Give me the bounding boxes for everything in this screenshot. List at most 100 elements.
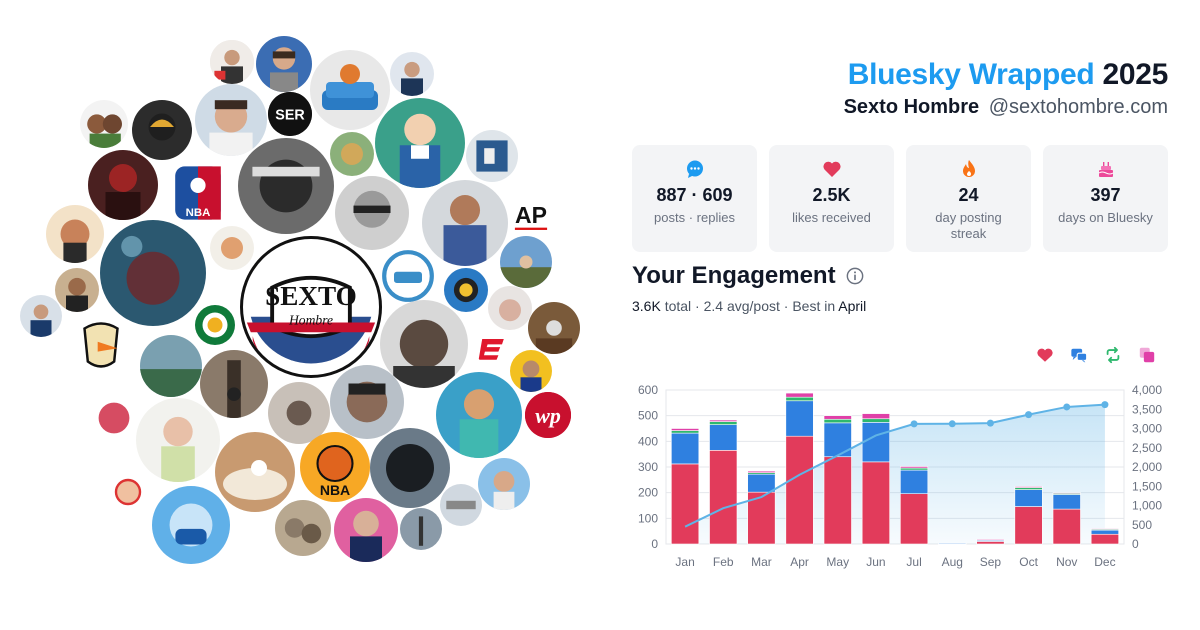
brand-label: NBA [186,207,211,219]
avatar[interactable] [190,300,240,350]
avatar[interactable] [422,180,508,266]
bar-replies [709,424,738,451]
engagement-best-month: April [838,298,867,314]
cumulative-line [684,403,1105,528]
avatar[interactable]: NBA [160,155,236,231]
avatar[interactable] [195,84,267,156]
y-tick-label: 500 [638,409,658,423]
avatar[interactable] [380,300,468,388]
avatar[interactable] [478,458,530,510]
avatar[interactable] [104,468,152,516]
avatar[interactable] [528,302,580,354]
avatar[interactable] [436,372,522,458]
stat-card-likes: 2.5K likes received [769,145,894,252]
bar-reposts [785,396,814,402]
avatar[interactable] [334,498,398,562]
bar-quotes [861,413,890,420]
engagement-summary: 3.6K total · 2.4 avg/post · Best in Apri… [632,298,866,314]
x-tick-label: Aug [942,555,963,569]
bar-quotes [1014,486,1043,488]
chart-legend [1036,346,1156,364]
avatar[interactable] [210,226,254,270]
y2-tick-label: 1,500 [1132,479,1162,493]
avatar[interactable]: NBA [300,432,370,502]
brand-label: wp [535,404,561,428]
avatar[interactable]: AP [508,192,554,238]
bar-quotes [1090,528,1119,530]
bar-replies [1090,529,1119,535]
y2-tick-label: 4,000 [1132,383,1162,397]
likes-toggle-heart-icon[interactable] [1036,346,1054,364]
stat-value: 397 [1090,185,1121,205]
avatar[interactable] [210,40,254,84]
avatar[interactable] [466,130,518,182]
bar-quotes [785,392,814,398]
avatar[interactable] [330,132,374,176]
x-tick-label: Feb [713,555,734,569]
avatar[interactable] [275,500,331,556]
avatar[interactable]: wp [525,392,571,438]
x-tick-label: Jan [675,555,694,569]
avatar[interactable] [46,205,104,263]
avatar[interactable] [370,428,450,508]
y-tick-label: 300 [638,460,658,474]
center-logo[interactable]: SEXTO Hombre [240,236,382,378]
avatar[interactable] [215,432,295,512]
replies-toggle-chat-icon[interactable] [1070,346,1088,364]
avatar[interactable] [400,508,442,550]
avatar[interactable] [475,330,511,366]
y2-tick-label: 500 [1132,518,1152,532]
avatar[interactable] [88,150,158,220]
avatar[interactable] [375,98,465,188]
title-year: 2025 [1102,58,1168,91]
user-handle[interactable]: @sextohombre.com [988,96,1168,118]
avatar[interactable] [330,365,404,439]
avatar[interactable] [310,50,390,130]
bar-quotes [976,539,1005,541]
y2-tick-label: 3,000 [1132,422,1162,436]
avatar[interactable] [132,100,192,160]
bar-replies [747,473,776,493]
header: Bluesky Wrapped 2025 Sexto Hombre @sexto… [844,58,1169,119]
bar-replies [1052,494,1081,510]
bar-reposts [861,418,890,423]
cumulative-point [948,420,956,428]
avatar[interactable]: SER [268,92,312,136]
avatar[interactable] [380,248,436,304]
avatar[interactable] [68,312,134,378]
avatar[interactable] [152,486,230,564]
engagement-avg: 2.4 avg/post [703,298,780,314]
x-tick-label: May [826,555,849,569]
avatar[interactable] [200,350,268,418]
avatar[interactable] [55,268,99,312]
user-line: Sexto Hombre @sextohombre.com [844,96,1168,119]
avatar[interactable] [500,236,552,288]
avatar[interactable] [256,36,312,92]
y-tick-label: 400 [638,434,658,448]
avatar[interactable] [440,484,482,526]
avatar[interactable] [488,286,532,330]
quotes-toggle-copy-icon[interactable] [1138,346,1156,364]
avatar[interactable] [510,350,552,392]
avatar[interactable] [390,52,434,96]
bar-likes [1014,506,1043,545]
center-logo-bottom-text: Hombre [288,312,333,327]
reposts-toggle-repost-icon[interactable] [1104,346,1122,364]
info-icon[interactable] [846,267,864,285]
avatar[interactable] [20,295,62,337]
y-tick-label: 0 [651,537,658,551]
avatar[interactable] [100,220,206,326]
brand-label: SER [275,108,305,124]
avatar[interactable] [92,396,136,440]
avatar[interactable] [140,335,202,397]
bar-replies [938,542,967,545]
bar-likes [823,456,852,545]
avatar[interactable] [238,138,334,234]
avatar[interactable] [136,398,220,482]
avatar[interactable] [268,382,330,444]
avatar[interactable] [335,176,409,250]
bar-quotes [709,419,738,422]
avatar[interactable] [444,268,488,312]
brand-label: NBA [320,482,350,498]
avatar[interactable] [80,100,128,148]
